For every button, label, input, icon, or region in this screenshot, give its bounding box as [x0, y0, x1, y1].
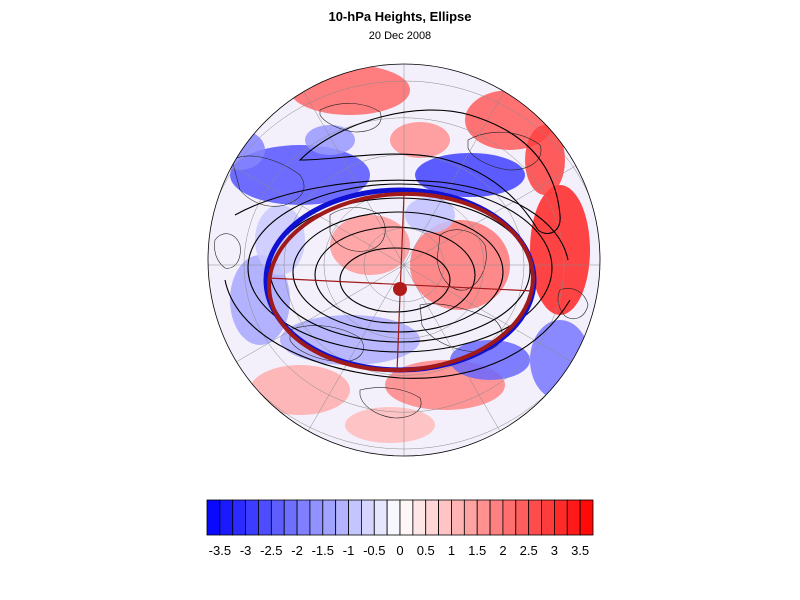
- colorbar-box: [232, 499, 246, 536]
- colorbar-box: [373, 499, 388, 536]
- meridian-line: [403, 74, 515, 266]
- colorbar-box: [206, 499, 221, 536]
- colorbar-box: [386, 499, 401, 536]
- colorbar-tick-label: 0.5: [417, 543, 435, 558]
- colorbar-tick-label: 2.5: [520, 543, 538, 558]
- colorbar-box: [489, 499, 504, 536]
- colorbar-tick-label: 1: [448, 543, 455, 558]
- colorbar-box: [566, 499, 581, 536]
- colorbar-box: [270, 499, 285, 536]
- colorbar-box: [579, 499, 594, 536]
- colorbar-box: [245, 499, 259, 536]
- colorbar-box: [438, 499, 452, 536]
- meridian-line: [293, 264, 405, 456]
- anomaly-patch: [450, 340, 530, 380]
- colorbar-box: [309, 499, 324, 536]
- anomaly-patch: [305, 125, 355, 155]
- anomaly-patch: [390, 122, 450, 158]
- plot-title: 10-hPa Heights, Ellipse: [328, 9, 472, 24]
- colorbar-tick-label: 0: [396, 543, 403, 558]
- colorbar-tick-label: 2: [499, 543, 506, 558]
- vortex-center-marker: [393, 282, 407, 296]
- colorbar-box: [554, 499, 568, 536]
- meridian-line: [403, 154, 595, 266]
- colorbar-box: [322, 499, 337, 536]
- colorbar-tick-label: 3.5: [571, 543, 589, 558]
- colorbar-tick-label: -3.5: [209, 543, 231, 558]
- map-boundary: [207, 63, 601, 457]
- height-contour: [339, 247, 451, 313]
- coastlines: [214, 103, 589, 419]
- colorbar-box: [335, 499, 349, 536]
- colorbar-tick-label: -1.5: [312, 543, 334, 558]
- colorbar-tick-label: -2: [291, 543, 303, 558]
- colorbar-box: [515, 499, 530, 536]
- colorbar-box: [451, 499, 465, 536]
- anomaly-patch: [250, 365, 350, 415]
- colorbar-box: [219, 499, 234, 536]
- colorbar-box: [348, 499, 362, 536]
- anomaly-patch: [530, 185, 590, 315]
- colorbar-box: [296, 499, 311, 536]
- colorbar-box: [528, 499, 542, 536]
- meridian-line: [293, 74, 405, 266]
- colorbar-box: [283, 499, 298, 536]
- anomaly-patch: [345, 407, 435, 443]
- colorbar-box: [258, 499, 272, 536]
- vortex-ellipses: [263, 187, 537, 373]
- height-contour: [247, 183, 553, 353]
- colorbar-tick-label: -0.5: [363, 543, 385, 558]
- anomaly-patch: [415, 153, 525, 197]
- height-contour: [234, 179, 569, 261]
- meridian-line: [213, 154, 405, 266]
- anomaly-patch: [330, 215, 410, 275]
- colorbar-box: [360, 499, 375, 536]
- colorbar-tick-label: -3: [240, 543, 252, 558]
- anomaly-patch: [525, 125, 565, 195]
- colorbar-box: [476, 499, 491, 536]
- colorbar-tick-label: 3: [551, 543, 558, 558]
- colorbar-box: [425, 499, 440, 536]
- colorbar-tick-label: -1: [343, 543, 355, 558]
- height-contour: [298, 109, 561, 234]
- meridian-line: [403, 264, 595, 376]
- plot-date: 20 Dec 2008: [368, 30, 432, 42]
- fitted-ellipse: [267, 191, 535, 373]
- colorbar-tick-label: 1.5: [468, 543, 486, 558]
- colorbar-box: [412, 499, 427, 536]
- colorbar-box: [463, 499, 478, 536]
- height-contour: [224, 279, 571, 379]
- height-contour: [314, 226, 476, 324]
- colorbar-box: [399, 499, 414, 536]
- colorbar-box: [502, 499, 517, 536]
- colorbar-tick-label: -2.5: [260, 543, 282, 558]
- colorbar-box: [541, 499, 555, 536]
